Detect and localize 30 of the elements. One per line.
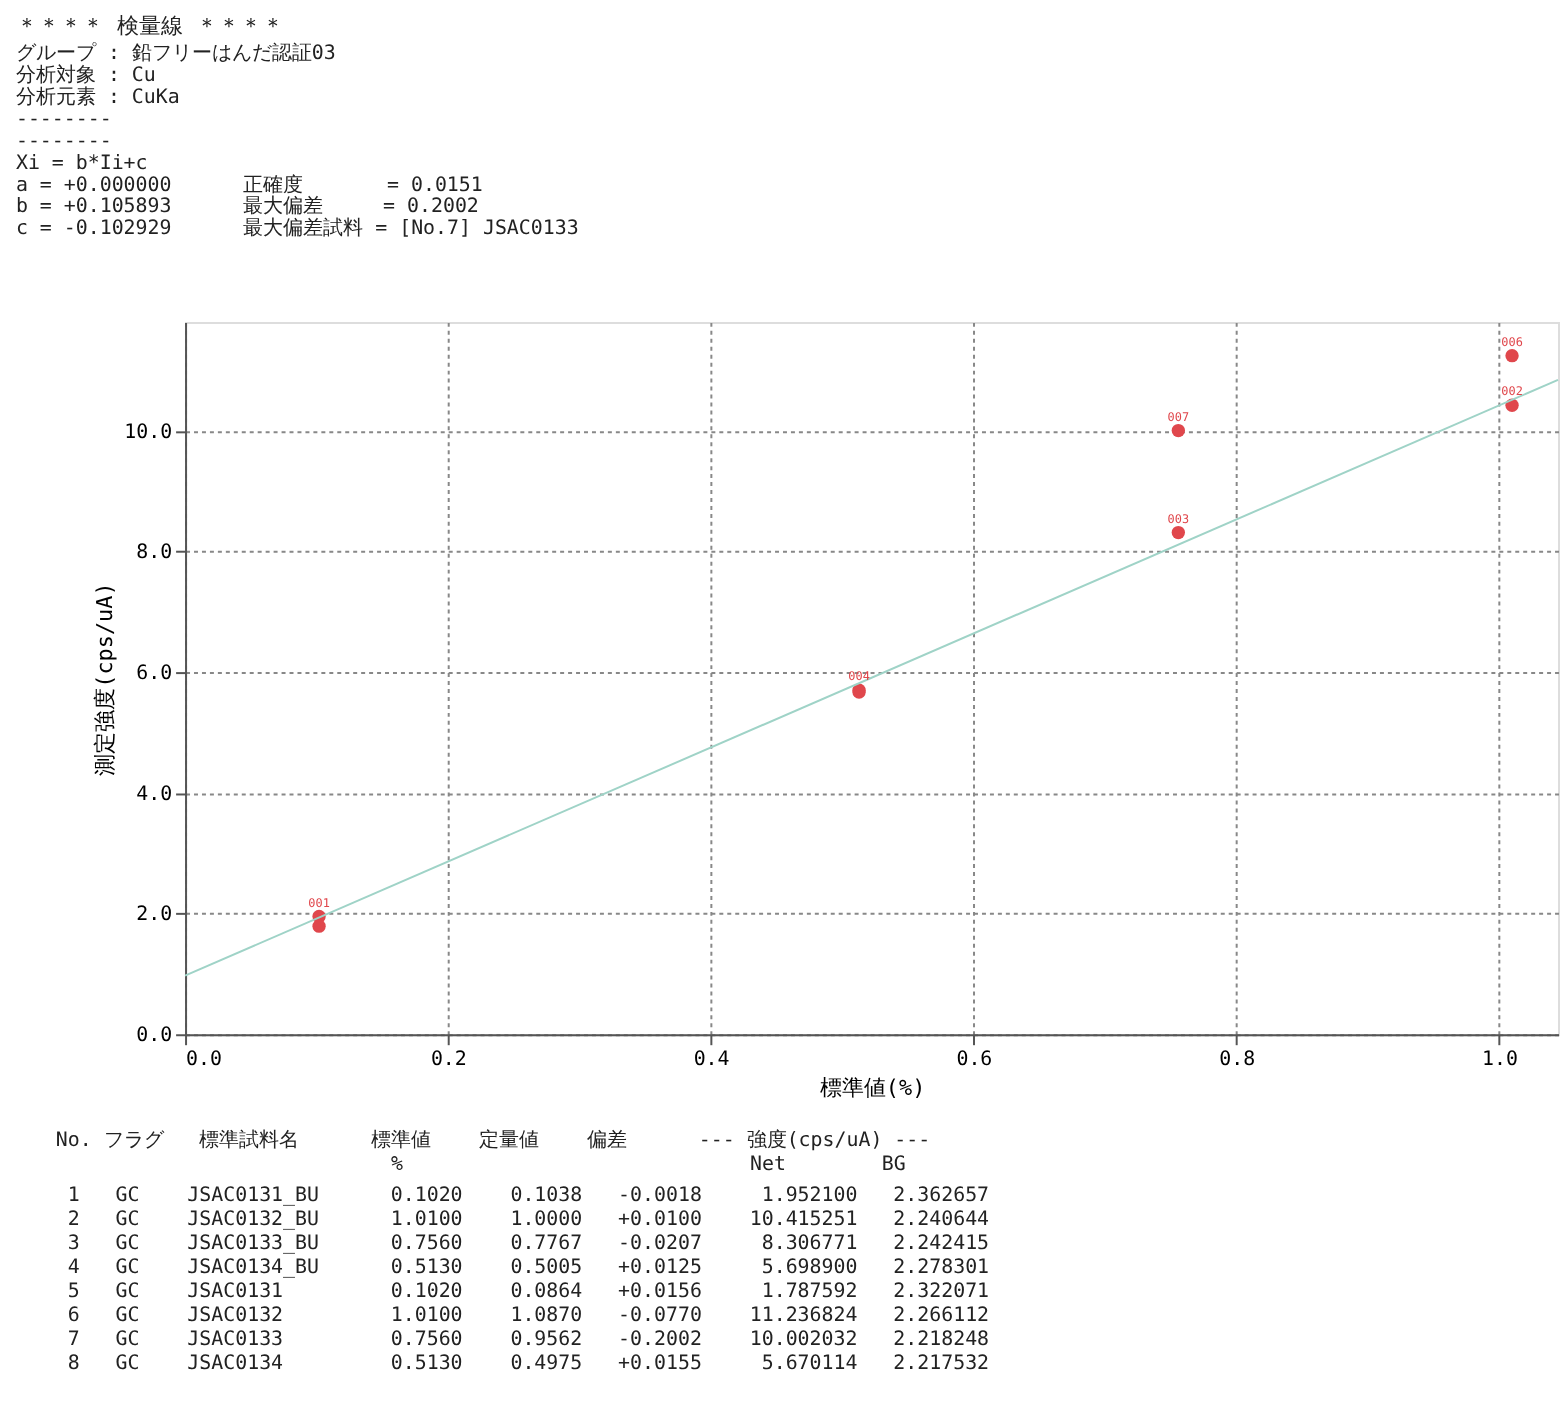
text: 8 GC JSAC0134 0.5130 0.4975 +0.0155 5.670114 2.217532 [67, 1352, 990, 1375]
x-tick-label: 0.0 [186, 1049, 222, 1072]
text: グループ : 鉛フリーはんだ認証03 分析対象 : Cu 分析元素 : CuKa -------- -------- Xi = b*Ii+c a = +0.000000 正確度 = 0.0151 b = +0.105893 最大偏差 = 0.2002 c = -0.102929 最大偏差試料 = [No.7] JSAC0133 [15, 43, 579, 241]
x-tick-label: 0.4 [693, 1049, 730, 1072]
text: No. フラグ 標準試料名 標準値 定量値 偏差 --- 強度(cps/uA) --- [55, 1127, 931, 1152]
text: 2 GC JSAC0132_BU 1.0100 1.0000 +0.0100 10.415251 2.240644 [67, 1209, 990, 1232]
point [1505, 349, 1519, 363]
text: 6 GC JSAC0132 1.0100 1.0870 -0.0770 11.236824 2.266112 [67, 1304, 990, 1327]
x-tick-label: 0.8 [1219, 1049, 1256, 1072]
x-tick-label: 0.6 [956, 1049, 993, 1072]
text: % Net BG [391, 1153, 906, 1176]
y-tick-label: 10.0 [124, 421, 173, 444]
y-axis-title: 測定強度(cps/uA) [92, 582, 119, 776]
point [1171, 423, 1185, 438]
y-tick-label: 2.0 [136, 904, 173, 927]
chart-title: ＊＊＊＊ 検量線 ＊＊＊＊ [15, 13, 285, 40]
point [312, 919, 326, 933]
x-tick-label: 0.2 [430, 1049, 467, 1072]
y-tick-label: 4.0 [136, 783, 173, 806]
y-tick-label: 6.0 [136, 663, 173, 685]
text: 1 GC JSAC0131_BU 0.1020 0.1038 -0.0018 1.952100 2.362657 [67, 1185, 990, 1208]
text: 4 GC JSAC0134_BU 0.5130 0.5005 +0.0125 5.698900 2.278301 [67, 1257, 990, 1280]
y-tick-label: 0.0 [136, 1025, 173, 1048]
text: 7 GC JSAC0133 0.7560 0.9562 -0.2002 10.002032 2.218248 [67, 1328, 990, 1351]
y-tick-label: 8.0 [136, 542, 173, 565]
x-axis-title: 標準値(%) [819, 1074, 926, 1101]
point [1171, 525, 1185, 540]
text: 5 GC JSAC0131 0.1020 0.0864 +0.0156 1.787592 2.322071 [67, 1280, 990, 1303]
x-tick-label: 1.0 [1481, 1049, 1518, 1072]
text: 3 GC JSAC0133_BU 0.7560 0.7767 -0.0207 8.306771 2.242415 [67, 1233, 990, 1256]
